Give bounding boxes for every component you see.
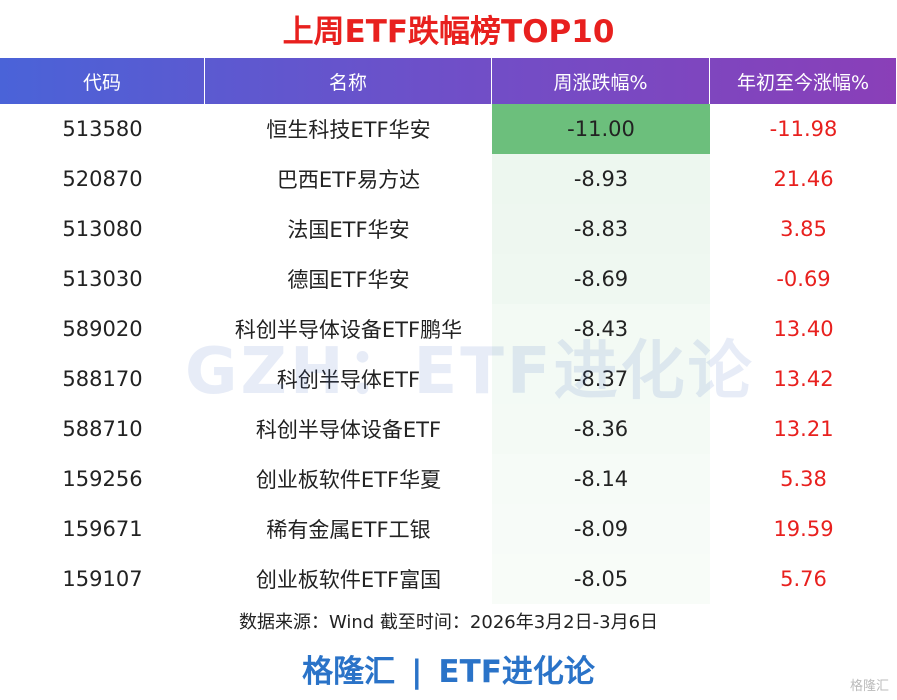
table-body: 513580 恒生科技ETF华安 -11.00 -11.98 520870 巴西ETF易方… [0, 104, 897, 604]
corner-logo: 格隆汇 [849, 679, 889, 694]
table-cell: 13.40 [773, 317, 834, 341]
account: ETF进化论 [438, 654, 595, 690]
table-row: 513030 德国ETF华安 -8.69 -0.69 [0, 254, 897, 304]
table-cell: 19.59 [773, 517, 834, 541]
table-cell: -8.36 [492, 404, 710, 454]
table-cell: -8.37 [492, 354, 710, 404]
table-cell: 创业板软件ETF华夏 [255, 468, 442, 492]
footer: 格隆汇 | ETF进化论 [0, 646, 897, 691]
table-cell: 159671 [62, 517, 143, 541]
column-header: 代码 [0, 58, 205, 104]
table-cell: 588710 [62, 417, 143, 441]
table-cell: 5.76 [780, 567, 827, 591]
table-cell: 159256 [62, 467, 143, 491]
table-cell: 法国ETF华安 [287, 218, 410, 242]
separator: | [411, 654, 423, 690]
column-header: 名称 [205, 58, 492, 104]
table-cell: 恒生科技ETF华安 [266, 118, 431, 142]
table-row: 588710 科创半导体设备ETF -8.36 13.21 [0, 404, 897, 454]
table-cell: 513030 [62, 267, 143, 291]
table-cell: -0.69 [776, 267, 831, 291]
table-cell: -8.93 [492, 154, 710, 204]
table-row: 159256 创业板软件ETF华夏 -8.14 5.38 [0, 454, 897, 504]
table-cell: 科创半导体设备ETF [255, 418, 442, 442]
brand: 格隆汇 [302, 654, 396, 690]
table-cell: -8.43 [492, 304, 710, 354]
table-cell: 520870 [62, 167, 143, 191]
table-cell: 513580 [62, 117, 143, 141]
table-cell: 科创半导体ETF [276, 368, 421, 392]
table-cell: 589020 [62, 317, 143, 341]
footnote: 数据来源：Wind 截至时间：2026年3月2日-3月6日 [238, 612, 659, 633]
table-cell: -8.83 [492, 204, 710, 254]
table-row: 513580 恒生科技ETF华安 -11.00 -11.98 [0, 104, 897, 154]
table-cell: -8.05 [492, 554, 710, 604]
title: 上周ETF跌幅榜TOP10 [282, 14, 615, 50]
table-cell: 3.85 [780, 217, 827, 241]
column-header: 周涨跌幅% [492, 58, 710, 104]
table-row: 159671 稀有金属ETF工银 -8.09 19.59 [0, 504, 897, 554]
table-cell: -11.00 [492, 104, 710, 154]
table-row: 588170 科创半导体ETF -8.37 13.42 [0, 354, 897, 404]
table-cell: 创业板软件ETF富国 [255, 568, 442, 592]
table-cell: 科创半导体设备ETF鹏华 [234, 318, 463, 342]
table-header: 代码 名称 周涨跌幅% 年初至今涨幅% [0, 58, 897, 104]
table-cell: 5.38 [780, 467, 827, 491]
table-cell: 德国ETF华安 [287, 268, 410, 292]
table-cell: 13.21 [773, 417, 834, 441]
table-cell: 21.46 [773, 167, 834, 191]
table-row: 520870 巴西ETF易方达 -8.93 21.46 [0, 154, 897, 204]
table-cell: 稀有金属ETF工银 [266, 518, 431, 542]
table-cell: -8.14 [492, 454, 710, 504]
table-row: 513080 法国ETF华安 -8.83 3.85 [0, 204, 897, 254]
table-cell: 513080 [62, 217, 143, 241]
column-header: 年初至今涨幅% [710, 58, 897, 104]
table-cell: -11.98 [769, 117, 838, 141]
table-row: 159107 创业板软件ETF富国 -8.05 5.76 [0, 554, 897, 604]
table-cell: -8.69 [492, 254, 710, 304]
table-cell: 巴西ETF易方达 [276, 168, 421, 192]
table-row: 589020 科创半导体设备ETF鹏华 -8.43 13.40 [0, 304, 897, 354]
table-cell: 588170 [62, 367, 143, 391]
table-cell: 159107 [62, 567, 143, 591]
table-cell: -8.09 [492, 504, 710, 554]
table-cell: 13.42 [773, 367, 834, 391]
